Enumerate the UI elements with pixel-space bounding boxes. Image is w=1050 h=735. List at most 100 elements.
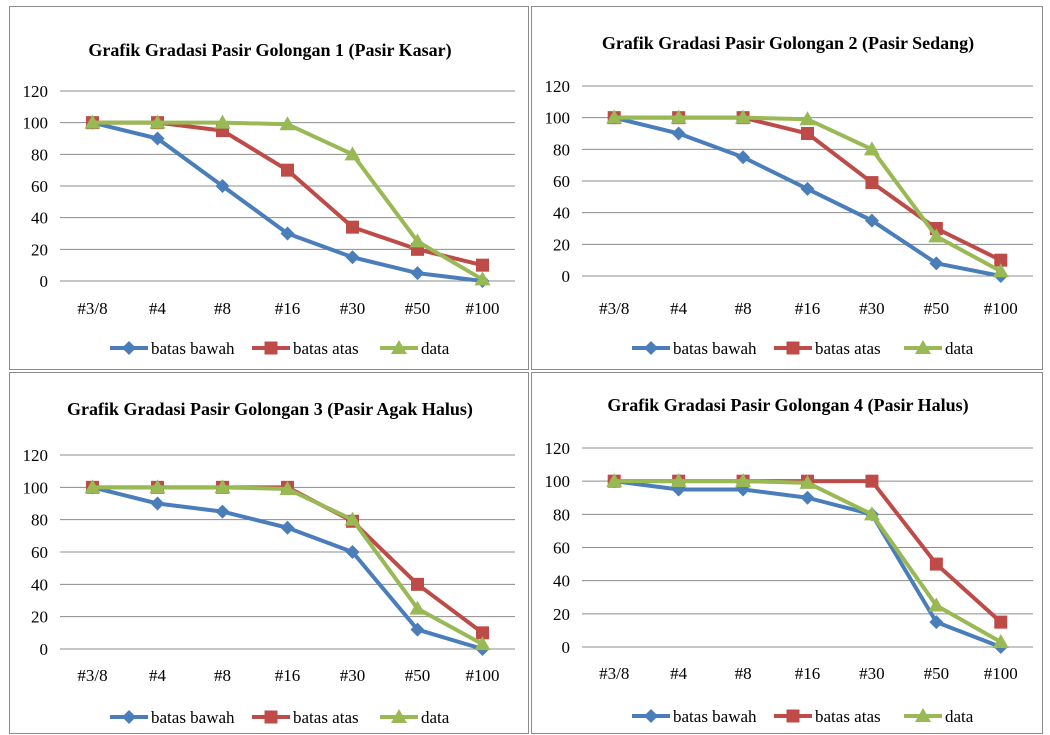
data-point-batas-atas <box>994 253 1008 267</box>
series-batas-bawah <box>85 480 490 656</box>
legend-label: data <box>421 708 450 727</box>
legend-item-data: data <box>380 708 450 727</box>
legend-marker-square <box>264 341 278 355</box>
data-point-batas-bawah <box>800 181 815 196</box>
data-point-data <box>606 473 623 488</box>
data-point-data <box>344 511 361 526</box>
y-tick-label: 0 <box>40 272 49 291</box>
series-data <box>84 479 491 651</box>
x-tick-label: #4 <box>149 666 167 685</box>
y-tick-label: 80 <box>31 145 48 164</box>
legend-item-batas-atas: batas atas <box>774 339 881 358</box>
legend-label: data <box>945 707 974 726</box>
x-tick-label: #16 <box>795 664 821 683</box>
y-tick-label: 120 <box>23 82 49 101</box>
x-tick-label: #50 <box>924 299 950 318</box>
data-point-batas-atas <box>865 474 879 488</box>
legend-marker-diamond <box>644 341 658 355</box>
x-tick-label: #3/8 <box>599 299 629 318</box>
data-point-data <box>474 271 491 286</box>
y-tick-label: 20 <box>553 235 570 254</box>
legend-label: batas atas <box>293 708 359 727</box>
x-tick-label: #50 <box>405 666 431 685</box>
data-point-data <box>149 114 166 129</box>
chart-title: Grafik Gradasi Pasir Golongan 3 (Pasir A… <box>67 399 473 420</box>
data-point-batas-bawah <box>410 622 425 637</box>
series-data <box>606 473 1009 649</box>
data-point-batas-bawah <box>929 256 944 271</box>
series-data <box>606 109 1009 278</box>
data-point-batas-bawah <box>280 520 295 535</box>
y-tick-label: 60 <box>553 539 570 558</box>
legend-marker-triangle <box>915 340 931 354</box>
chart-panel-golongan-3: Grafik Gradasi Pasir Golongan 3 (Pasir A… <box>9 372 529 734</box>
data-point-data <box>214 479 231 494</box>
legend-label: batas atas <box>815 707 881 726</box>
data-point-batas-atas <box>801 127 814 140</box>
legend-item-batas-bawah: batas bawah <box>110 708 235 727</box>
series-batas-bawah <box>607 474 1008 654</box>
chart-title: Grafik Gradasi Pasir Golongan 1 (Pasir K… <box>88 40 451 61</box>
data-point-batas-atas <box>476 258 489 272</box>
data-point-batas-bawah <box>864 213 879 228</box>
data-point-data <box>214 114 231 129</box>
legend-label: batas atas <box>815 339 881 358</box>
series-line-batas-bawah <box>613 115 1002 278</box>
x-tick-label: #30 <box>340 299 366 318</box>
y-tick-label: 0 <box>562 638 571 657</box>
data-point-data <box>409 233 426 248</box>
x-tick-label: #30 <box>859 299 885 318</box>
data-point-batas-bawah <box>929 615 944 630</box>
data-point-data <box>863 141 880 156</box>
y-tick-label: 0 <box>562 267 571 286</box>
data-point-batas-bawah <box>215 179 230 193</box>
y-tick-label: 20 <box>553 605 570 624</box>
y-tick-label: 80 <box>553 140 570 159</box>
x-tick-label: #50 <box>924 664 950 683</box>
data-point-batas-bawah <box>345 250 360 265</box>
data-point-data <box>474 636 491 651</box>
y-tick-label: 80 <box>553 505 570 524</box>
legend-marker-diamond <box>122 341 136 355</box>
data-point-data <box>409 600 426 615</box>
legend-marker-diamond <box>644 709 658 723</box>
data-point-batas-bawah <box>150 496 165 511</box>
data-point-batas-atas <box>411 577 424 591</box>
data-point-batas-bawah <box>410 266 425 281</box>
chart-title: Grafik Gradasi Pasir Golongan 2 (Pasir S… <box>602 33 974 54</box>
data-point-batas-bawah <box>150 131 165 146</box>
legend-label: batas bawah <box>673 707 757 726</box>
x-tick-label: #16 <box>275 299 301 318</box>
legend-marker-triangle <box>391 340 407 354</box>
data-point-data <box>344 146 361 161</box>
data-point-batas-bawah <box>345 545 360 559</box>
x-tick-label: #16 <box>795 299 821 318</box>
legend-item-batas-bawah: batas bawah <box>632 707 757 726</box>
series-line-data <box>92 485 484 646</box>
y-tick-label: 120 <box>23 446 49 465</box>
data-point-batas-atas <box>346 220 359 234</box>
legend-item-batas-bawah: batas bawah <box>632 339 757 358</box>
data-point-batas-bawah <box>736 150 751 165</box>
legend-marker-triangle <box>391 709 407 723</box>
data-point-batas-atas <box>929 557 943 571</box>
y-tick-label: 60 <box>31 543 48 562</box>
y-tick-label: 40 <box>553 204 570 223</box>
legend-label: batas atas <box>293 339 359 358</box>
legend-label: data <box>945 339 974 358</box>
series-line-data <box>92 120 484 282</box>
legend-label: batas bawah <box>151 339 235 358</box>
y-tick-label: 100 <box>23 114 49 133</box>
x-tick-label: #100 <box>466 299 500 318</box>
x-tick-label: #3/8 <box>77 666 107 685</box>
legend-label: batas bawah <box>151 708 235 727</box>
x-tick-label: #4 <box>670 299 688 318</box>
chart-title: Grafik Gradasi Pasir Golongan 4 (Pasir H… <box>607 395 968 416</box>
series-line-batas-bawah <box>92 120 483 283</box>
legend-marker-square <box>786 341 800 355</box>
data-point-data <box>279 116 296 131</box>
series-batas-bawah <box>85 115 490 288</box>
y-tick-label: 80 <box>31 511 48 530</box>
legend-item-data: data <box>904 707 974 726</box>
y-tick-label: 100 <box>545 109 571 128</box>
